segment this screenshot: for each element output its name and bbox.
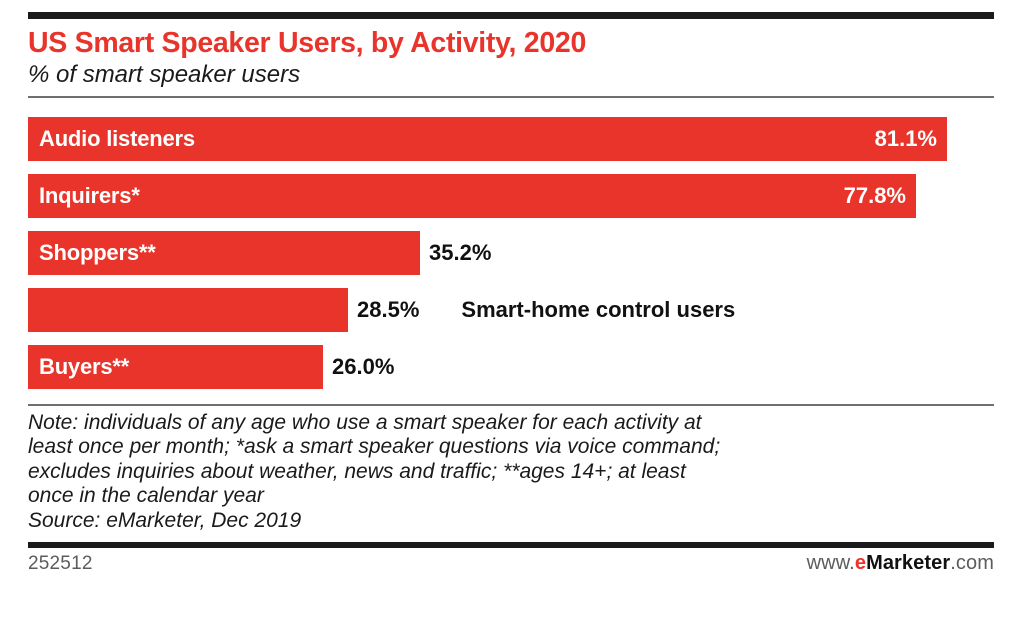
bar-label-audio-listeners: Audio listeners xyxy=(39,125,195,151)
bar-shoppers: Shoppers** xyxy=(28,230,420,275)
brand-prefix: www. xyxy=(806,552,855,575)
note-line-3: excludes inquiries about weather, news a… xyxy=(28,459,686,483)
bar-value-shoppers: 35.2% xyxy=(429,239,492,265)
brand-name: Marketer xyxy=(866,552,951,575)
chart-header: US Smart Speaker Users, by Activity, 202… xyxy=(28,19,994,89)
bar-label-buyers: Buyers** xyxy=(39,353,130,379)
bar-inquirers: Inquirers* 77.8% xyxy=(28,173,916,218)
chart-subtitle: % of smart speaker users xyxy=(28,60,301,88)
bar-outside-group-shoppers: 35.2% xyxy=(420,231,491,275)
bar-label-inquirers: Inquirers* xyxy=(39,182,140,208)
bar-chart-plot-area: Audio listeners 81.1% Inquirers* 77.8% S… xyxy=(28,98,994,389)
bar-buyers: Buyers** xyxy=(28,344,323,389)
bar-outside-group-smart-home: 28.5% Smart-home control users xyxy=(348,288,735,332)
chart-footer: 252512 www.eMarketer.com xyxy=(28,548,994,575)
table-row: Audio listeners 81.1% xyxy=(28,116,994,161)
bottom-rule xyxy=(28,542,994,549)
brand-suffix: .com xyxy=(950,552,994,575)
note-line-2: least once per month; *ask a smart speak… xyxy=(28,435,721,459)
bar-outside-group-buyers: 26.0% xyxy=(323,345,394,389)
notes-divider-rule xyxy=(28,403,994,406)
chart-id: 252512 xyxy=(28,553,93,575)
brand-e: e xyxy=(854,552,867,575)
bar-audio-listeners: Audio listeners 81.1% xyxy=(28,116,947,161)
emarketer-brand: www.eMarketer.com xyxy=(807,552,994,575)
bar-smart-home-control-users xyxy=(28,287,348,332)
bar-label-smart-home-control-users: Smart-home control users xyxy=(461,296,736,322)
bar-value-smart-home-control-users: 28.5% xyxy=(357,296,420,322)
table-row: Shoppers** 35.2% xyxy=(28,230,994,275)
table-row: 28.5% Smart-home control users xyxy=(28,287,994,332)
page-title: US Smart Speaker Users, by Activity, 202… xyxy=(28,27,586,59)
table-row: Inquirers* 77.8% xyxy=(28,173,994,218)
top-rule xyxy=(28,12,994,19)
bar-label-shoppers: Shoppers** xyxy=(39,239,156,265)
notes-block: Note: individuals of any age who use a s… xyxy=(28,406,994,534)
bar-value-inquirers: 77.8% xyxy=(843,182,906,208)
bar-value-audio-listeners: 81.1% xyxy=(874,125,937,151)
header-divider-rule xyxy=(28,95,994,98)
chart-card: US Smart Speaker Users, by Activity, 202… xyxy=(0,12,1022,642)
source-line: Source: eMarketer, Dec 2019 xyxy=(28,508,302,532)
note-line-1: Note: individuals of any age who use a s… xyxy=(28,410,702,434)
bar-value-buyers: 26.0% xyxy=(332,353,395,379)
table-row: Buyers** 26.0% xyxy=(28,344,994,389)
note-line-4: once in the calendar year xyxy=(28,484,264,508)
